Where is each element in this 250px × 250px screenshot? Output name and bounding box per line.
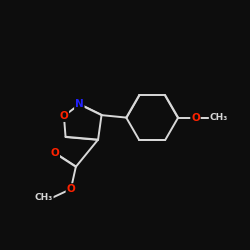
Text: O: O — [50, 148, 59, 158]
Text: CH₃: CH₃ — [34, 193, 53, 202]
Text: N: N — [75, 99, 84, 109]
Text: CH₃: CH₃ — [210, 113, 228, 122]
Text: O: O — [60, 111, 68, 121]
Text: O: O — [66, 184, 75, 194]
Text: O: O — [191, 112, 200, 122]
